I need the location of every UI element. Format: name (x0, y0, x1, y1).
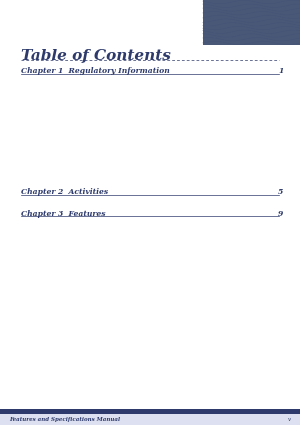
Text: 5: 5 (278, 188, 284, 196)
Bar (0, 414, 300, 425)
Text: Chapter 2  Activities: Chapter 2 Activities (21, 188, 108, 196)
Text: 1: 1 (278, 67, 284, 75)
Text: Chapter 1  Regulatory Information: Chapter 1 Regulatory Information (21, 67, 170, 75)
Text: 9: 9 (278, 210, 284, 218)
Text: Table of Contents: Table of Contents (21, 49, 171, 63)
Text: v: v (288, 417, 291, 422)
Bar (0, 409, 300, 414)
Text: Features and Specifications Manual: Features and Specifications Manual (9, 417, 120, 422)
Text: Chapter 3  Features: Chapter 3 Features (21, 210, 106, 218)
Bar (202, 0, 300, 45)
